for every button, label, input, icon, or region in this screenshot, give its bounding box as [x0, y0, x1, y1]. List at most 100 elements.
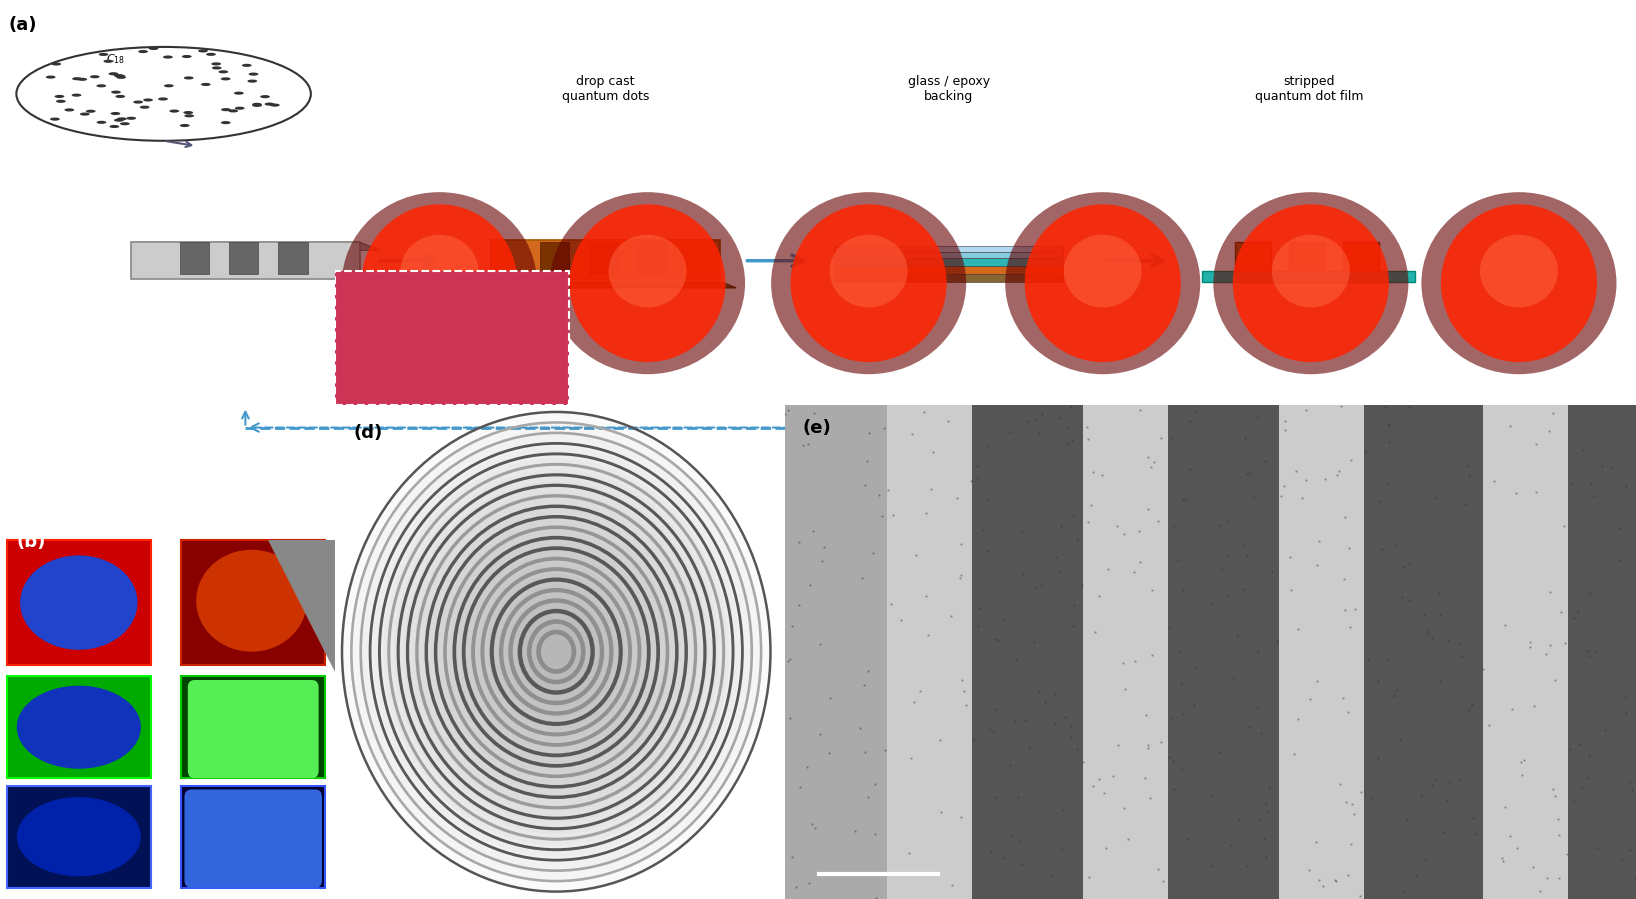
Bar [834, 273, 1063, 281]
Ellipse shape [342, 192, 537, 374]
Text: drop cast
quantum dots: drop cast quantum dots [561, 75, 649, 102]
Circle shape [221, 77, 231, 80]
Bar [335, 271, 569, 405]
Circle shape [97, 120, 106, 124]
Circle shape [85, 110, 95, 112]
Ellipse shape [1024, 204, 1181, 362]
Ellipse shape [1422, 192, 1616, 374]
Circle shape [221, 121, 231, 124]
Circle shape [270, 103, 280, 107]
Bar [182, 786, 326, 887]
Circle shape [170, 110, 180, 112]
Ellipse shape [790, 204, 947, 362]
Polygon shape [131, 243, 380, 250]
Circle shape [116, 95, 126, 98]
Circle shape [80, 112, 90, 116]
Ellipse shape [362, 204, 517, 362]
Circle shape [103, 59, 113, 63]
Circle shape [229, 110, 239, 112]
Circle shape [164, 85, 173, 87]
Circle shape [90, 76, 100, 78]
Bar [1279, 405, 1364, 899]
Circle shape [183, 76, 193, 79]
Circle shape [110, 125, 119, 128]
Circle shape [185, 114, 195, 118]
Bar [1083, 405, 1168, 899]
Bar [131, 243, 360, 279]
Bar [540, 243, 569, 273]
Circle shape [206, 53, 216, 56]
Circle shape [51, 118, 61, 120]
Ellipse shape [16, 686, 141, 769]
Circle shape [221, 108, 231, 111]
Ellipse shape [16, 797, 141, 877]
Circle shape [116, 76, 126, 79]
Circle shape [234, 92, 244, 94]
Bar [1343, 243, 1379, 271]
Circle shape [118, 117, 128, 120]
Text: (e): (e) [802, 419, 831, 438]
Bar [7, 676, 151, 779]
Circle shape [137, 50, 147, 53]
Circle shape [139, 105, 149, 109]
Polygon shape [491, 281, 736, 288]
Bar [491, 240, 720, 279]
Ellipse shape [1271, 235, 1350, 307]
Bar [887, 405, 972, 899]
Circle shape [111, 112, 121, 115]
Circle shape [16, 47, 311, 141]
Circle shape [72, 77, 82, 80]
Circle shape [182, 55, 191, 58]
Circle shape [97, 85, 106, 87]
Circle shape [149, 47, 159, 50]
Circle shape [211, 62, 221, 66]
Ellipse shape [569, 204, 725, 362]
Circle shape [249, 73, 258, 76]
Ellipse shape [1234, 204, 1389, 362]
Circle shape [72, 93, 82, 97]
Ellipse shape [401, 235, 478, 307]
Circle shape [108, 72, 118, 76]
Bar [589, 243, 618, 273]
Bar [182, 676, 326, 779]
Circle shape [219, 70, 229, 74]
Ellipse shape [20, 556, 137, 650]
Text: patterned
silicon template: patterned silicon template [195, 75, 296, 102]
Text: (b): (b) [16, 533, 46, 551]
Bar [1567, 405, 1636, 899]
Bar [834, 252, 1063, 258]
Circle shape [252, 102, 262, 106]
Polygon shape [268, 540, 335, 672]
Bar [972, 405, 1083, 899]
Bar [1168, 405, 1279, 899]
Bar [1482, 405, 1567, 899]
Circle shape [142, 98, 152, 102]
Bar [7, 540, 151, 665]
Circle shape [119, 122, 129, 125]
Bar [229, 243, 258, 273]
Circle shape [46, 76, 56, 78]
Circle shape [183, 111, 193, 114]
Circle shape [252, 103, 262, 107]
Circle shape [133, 101, 142, 103]
Bar [180, 243, 209, 273]
Bar [785, 405, 887, 899]
Circle shape [111, 91, 121, 93]
Text: (a): (a) [8, 15, 36, 33]
Ellipse shape [609, 235, 687, 307]
Circle shape [260, 95, 270, 98]
Circle shape [159, 97, 169, 101]
Circle shape [115, 74, 124, 77]
Circle shape [265, 102, 275, 106]
Circle shape [201, 83, 211, 86]
Bar [1202, 271, 1415, 281]
Bar [834, 258, 1063, 266]
Text: stripped
quantum dot film: stripped quantum dot film [1255, 75, 1363, 102]
Circle shape [236, 107, 245, 110]
Ellipse shape [771, 192, 967, 374]
Circle shape [115, 119, 124, 121]
FancyBboxPatch shape [188, 680, 319, 779]
Text: (d): (d) [353, 424, 383, 442]
Circle shape [211, 67, 221, 69]
Circle shape [98, 53, 108, 56]
